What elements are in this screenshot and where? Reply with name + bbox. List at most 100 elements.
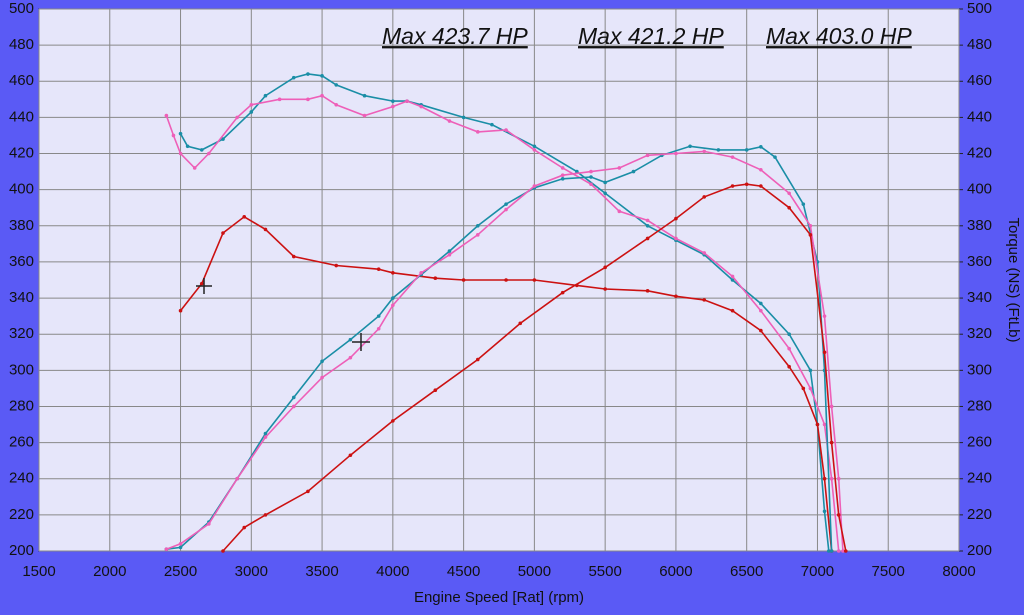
y2-tick-label: 440 (967, 108, 992, 125)
data-point (589, 182, 593, 187)
y-tick-label: 480 (9, 36, 34, 53)
data-point (490, 122, 494, 127)
data-point (759, 328, 763, 333)
data-point (199, 281, 204, 286)
y-tick-label: 400 (9, 181, 34, 198)
data-point (759, 184, 763, 188)
y2-tick-label: 240 (967, 470, 992, 487)
data-point (391, 419, 395, 423)
data-point (291, 404, 296, 409)
data-point (773, 155, 777, 159)
data-point (235, 476, 239, 481)
data-point (249, 102, 254, 107)
data-point (504, 128, 508, 132)
data-point (808, 224, 813, 228)
data-point (702, 251, 707, 255)
data-point (603, 265, 607, 270)
data-point (589, 169, 593, 174)
y-tick-label: 440 (9, 108, 34, 125)
data-point (320, 375, 324, 380)
data-point (829, 549, 834, 553)
data-point (475, 224, 480, 228)
data-point (306, 72, 310, 76)
data-point (171, 133, 176, 138)
x-tick-label: 4000 (376, 563, 409, 580)
y2-tick-label: 380 (967, 217, 992, 234)
data-point (447, 119, 452, 123)
y2-tick-label: 340 (967, 289, 992, 306)
data-point (164, 113, 169, 118)
y-tick-label: 220 (9, 506, 34, 523)
data-point (822, 350, 827, 355)
data-point (843, 549, 848, 553)
data-point (504, 278, 508, 282)
data-point (504, 207, 508, 212)
data-point (702, 298, 707, 302)
x-tick-label: 5000 (518, 563, 551, 580)
x-tick-label: 7000 (801, 563, 834, 580)
data-point (759, 301, 763, 306)
data-point (532, 144, 537, 149)
data-point (730, 155, 735, 159)
x-tick-label: 6500 (730, 563, 763, 580)
data-point (532, 278, 537, 282)
data-point (518, 321, 523, 326)
y-tick-label: 360 (9, 253, 34, 270)
y-tick-label: 500 (9, 0, 34, 17)
y2-tick-label: 460 (967, 72, 992, 89)
data-point (348, 355, 353, 360)
y2-tick-label: 500 (967, 0, 992, 17)
data-point (320, 93, 324, 98)
data-point (348, 453, 353, 458)
data-point (730, 278, 735, 282)
data-point (822, 509, 827, 514)
data-point (447, 252, 452, 257)
data-point (164, 547, 169, 551)
data-point (207, 522, 211, 526)
x-tick-label: 6000 (659, 563, 692, 580)
data-point (702, 195, 707, 199)
data-point (702, 149, 707, 154)
data-point (560, 177, 565, 181)
data-point (674, 151, 678, 156)
data-point (560, 173, 565, 178)
data-point (320, 74, 324, 78)
data-point (836, 513, 841, 517)
data-point (447, 249, 452, 253)
data-point (242, 214, 247, 219)
legend-entry: Max 403.0 HP (766, 23, 912, 49)
data-point (829, 440, 834, 445)
data-point (433, 388, 438, 393)
data-point (277, 97, 282, 102)
data-point (787, 346, 791, 351)
y2-tick-label: 400 (967, 181, 992, 198)
data-point (376, 314, 381, 318)
data-point (603, 191, 607, 196)
data-point (822, 476, 827, 481)
data-point (185, 144, 190, 149)
y2-axis-label: Torque (NS) (FtLb) (1005, 217, 1022, 342)
data-point (688, 144, 692, 149)
data-point (645, 236, 650, 241)
x-axis-label: Engine Speed [Rat] (rpm) (414, 589, 584, 606)
data-point (433, 276, 438, 280)
y-tick-label: 380 (9, 217, 34, 234)
data-point (291, 395, 296, 400)
data-point (461, 115, 466, 120)
data-point (532, 148, 537, 152)
y2-tick-label: 320 (967, 325, 992, 342)
data-point (826, 549, 831, 553)
data-point (836, 549, 841, 553)
data-point (645, 224, 650, 228)
x-tick-label: 5500 (588, 563, 621, 580)
data-point (475, 233, 480, 237)
series (164, 72, 848, 553)
y-tick-label: 320 (9, 325, 34, 342)
data-point (744, 182, 749, 187)
data-point (263, 227, 268, 232)
data-point (242, 525, 247, 530)
data-point (589, 175, 593, 179)
legend-entry: Max 423.7 HP (382, 23, 528, 49)
data-point (178, 151, 183, 156)
y-tick-label: 240 (9, 470, 34, 487)
